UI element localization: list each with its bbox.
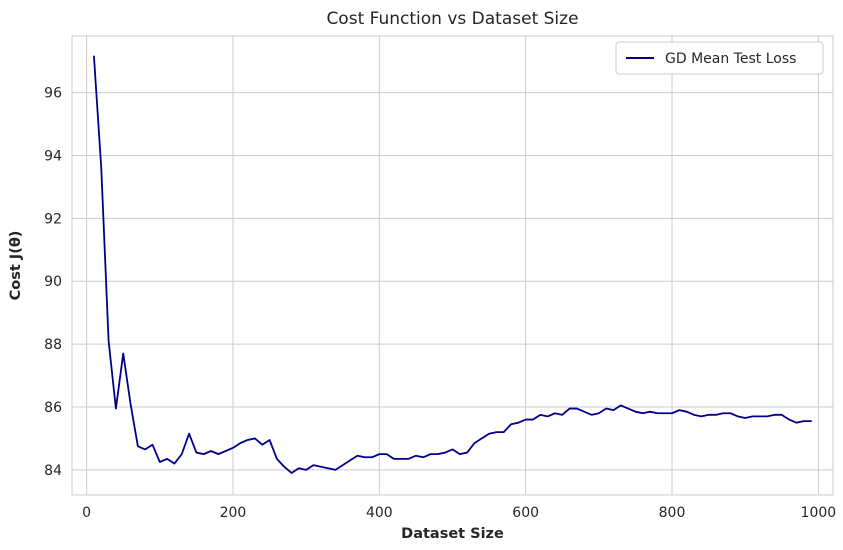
x-tick-label-600: 600 (512, 505, 539, 521)
x-axis-label: Dataset Size (401, 526, 504, 542)
plot-frame (71, 35, 834, 496)
y-tick-label-96: 96 (44, 86, 62, 102)
y-tick-label-90: 90 (44, 274, 62, 290)
y-tick-label-94: 94 (44, 148, 62, 164)
legend: GD Mean Test Loss (615, 41, 824, 75)
series-layer (93, 55, 812, 474)
y-tick-label-88: 88 (44, 337, 62, 353)
y-tick-label-86: 86 (44, 400, 62, 416)
chart-title: Cost Function vs Dataset Size (326, 9, 578, 29)
x-tick-label-800: 800 (659, 505, 686, 521)
y-axis-label: Cost J(θ) (8, 231, 24, 301)
tick-labels: 0 200 400 600 800 1000 84 86 88 90 92 94 96 (44, 86, 836, 521)
x-tick-label-0: 0 (82, 505, 91, 521)
grid (72, 36, 833, 495)
series-line-0 (93, 55, 812, 474)
y-tick-label-92: 92 (44, 211, 62, 227)
x-tick-label-1000: 1000 (801, 505, 837, 521)
x-tick-label-200: 200 (220, 505, 247, 521)
y-tick-label-84: 84 (44, 463, 62, 479)
x-tick-label-400: 400 (366, 505, 393, 521)
legend-box (615, 41, 824, 75)
legend-label-gd-mean-test-loss: GD Mean Test Loss (665, 51, 796, 67)
